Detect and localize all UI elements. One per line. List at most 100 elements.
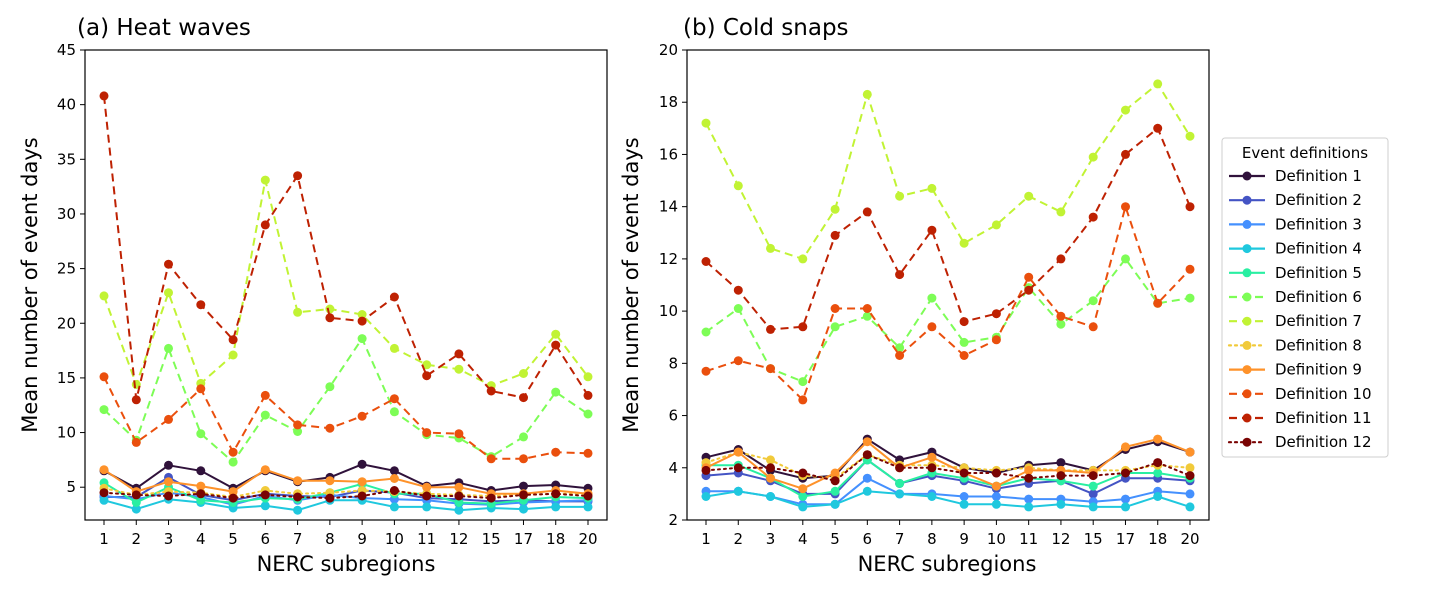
data-point [766,473,775,483]
legend-label: Definition 5 [1275,264,1362,282]
data-point [1121,502,1130,512]
data-point [293,171,303,181]
data-point [1121,442,1130,452]
legend-marker [1242,195,1252,205]
x-tick-label: 18 [1148,530,1167,548]
legend-entries: Definition 1 Definition 2 Definition 3 Defi… [1227,167,1372,451]
series-12 [701,450,1195,486]
data-point [733,304,743,313]
data-point [1024,272,1034,282]
y-tick-label: 18 [659,93,678,111]
data-point [959,468,969,478]
data-point [766,492,775,501]
data-point [228,457,238,467]
data-point [862,304,872,313]
series-10 [701,202,1195,405]
legend-label: Definition 6 [1275,288,1362,306]
legend-marker [1242,413,1252,423]
data-point [991,335,1001,345]
legend-label: Definition 11 [1275,409,1372,427]
legend-label: Definition 8 [1275,336,1362,354]
data-point [293,307,303,317]
data-point [959,337,969,347]
data-point [927,452,937,462]
data-point [1185,293,1195,303]
data-point [551,489,561,499]
series-line [103,95,589,401]
data-point [486,386,496,396]
data-point [260,410,270,420]
data-point [454,482,464,492]
data-point [99,495,109,505]
data-point [991,309,1001,319]
data-point [389,394,399,404]
heat-waves-plot-frame [84,49,608,521]
data-point [991,499,1001,509]
data-point [454,498,464,507]
data-point [927,183,937,193]
data-point [325,382,335,392]
y-tick-label: 14 [659,198,678,216]
data-point [583,491,593,501]
data-point [228,447,238,457]
x-tick-label: 15 [1084,530,1103,548]
x-tick-label: 2 [131,530,141,548]
data-point [733,181,743,191]
series-line [103,337,589,464]
data-point [798,395,808,405]
x-tick-label: 5 [830,530,840,548]
y-tick-label: 8 [668,354,678,372]
series-line [705,451,1191,480]
data-point [583,390,593,400]
series-4 [701,486,1195,512]
data-point [260,490,270,500]
series-12 [99,486,593,503]
data-point [551,502,561,512]
series-11 [701,123,1195,334]
series-line [103,481,589,505]
data-point [701,257,711,266]
data-point [422,371,432,381]
data-point [99,488,109,498]
data-point [701,492,711,501]
heat-waves-series [99,91,593,515]
data-point [164,460,173,470]
data-point [551,387,561,397]
data-point [325,423,335,433]
data-point [1088,322,1098,332]
data-point [830,322,840,332]
legend-entry: Definition 3 [1229,215,1362,233]
data-point [895,343,905,353]
legend-label: Definition 9 [1275,361,1362,379]
data-point [260,390,270,400]
x-tick-label: 1 [701,530,711,548]
data-point [389,466,399,476]
data-point [519,432,528,442]
data-point [422,502,432,512]
y-tick-label: 20 [57,314,76,332]
legend-entry: Definition 12 [1227,433,1372,451]
data-point [701,366,711,376]
data-point [1024,494,1034,504]
data-point [99,291,109,301]
legend-marker [1242,437,1252,447]
data-point [519,481,528,491]
data-point [1153,468,1163,478]
data-point [1056,499,1066,509]
legend-entry: Definition 7 [1229,312,1362,330]
data-point [357,411,367,421]
legend-marker [1242,316,1252,326]
data-point [357,459,367,469]
series-line [706,458,1191,498]
data-point [1121,494,1130,504]
cold-snaps-plot-frame [686,49,1210,521]
data-point [422,360,432,370]
data-point [357,491,367,501]
data-point [927,492,937,501]
data-point [131,437,141,447]
data-point [260,501,270,511]
legend-entry: Definition 4 [1229,240,1362,258]
data-point [325,476,335,486]
legend-title: Event definitions [1242,144,1368,162]
